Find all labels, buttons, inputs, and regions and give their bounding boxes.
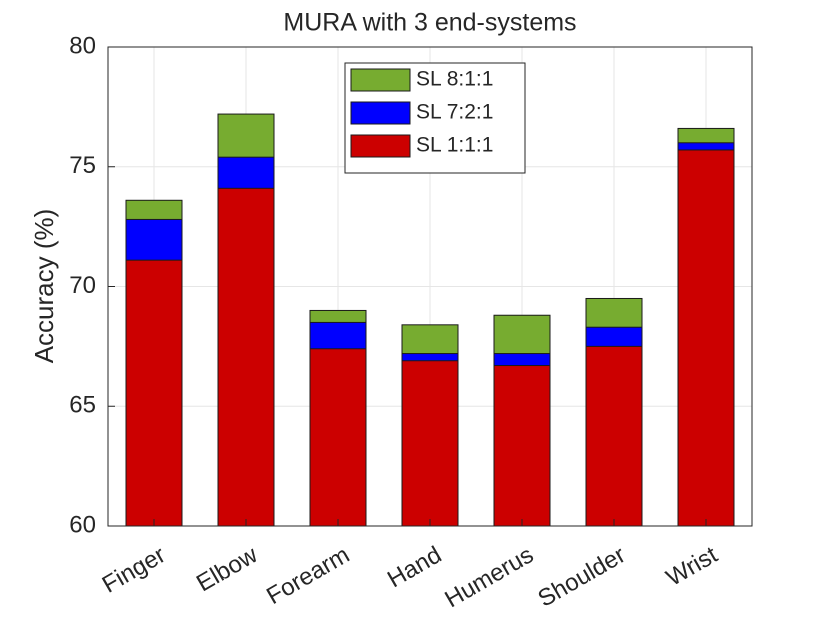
legend-swatch <box>350 101 411 125</box>
legend-label: SL 7:2:1 <box>416 101 493 124</box>
y-tick-label: 65 <box>69 392 96 419</box>
legend-label: SL 1:1:1 <box>416 134 493 157</box>
y-tick-label: 70 <box>69 272 96 299</box>
bar <box>309 348 367 527</box>
legend-swatch <box>350 68 411 92</box>
bar <box>125 259 183 527</box>
chart-title: MURA with 3 end-systems <box>283 9 576 37</box>
bar <box>401 360 459 527</box>
bars <box>125 113 735 527</box>
legend: SL 8:1:1 SL 7:2:1 SL 1:1:1 <box>344 62 526 174</box>
y-tick-label: 60 <box>69 511 96 538</box>
bar <box>677 149 735 527</box>
bar <box>585 345 643 527</box>
bar <box>493 365 551 527</box>
y-axis-label: Accuracy (%) <box>29 209 59 364</box>
y-tick-label: 80 <box>69 32 96 59</box>
legend-swatch <box>350 134 411 158</box>
bar <box>217 187 275 527</box>
legend-label: SL 8:1:1 <box>416 68 493 91</box>
y-tick-label: 75 <box>69 152 96 179</box>
